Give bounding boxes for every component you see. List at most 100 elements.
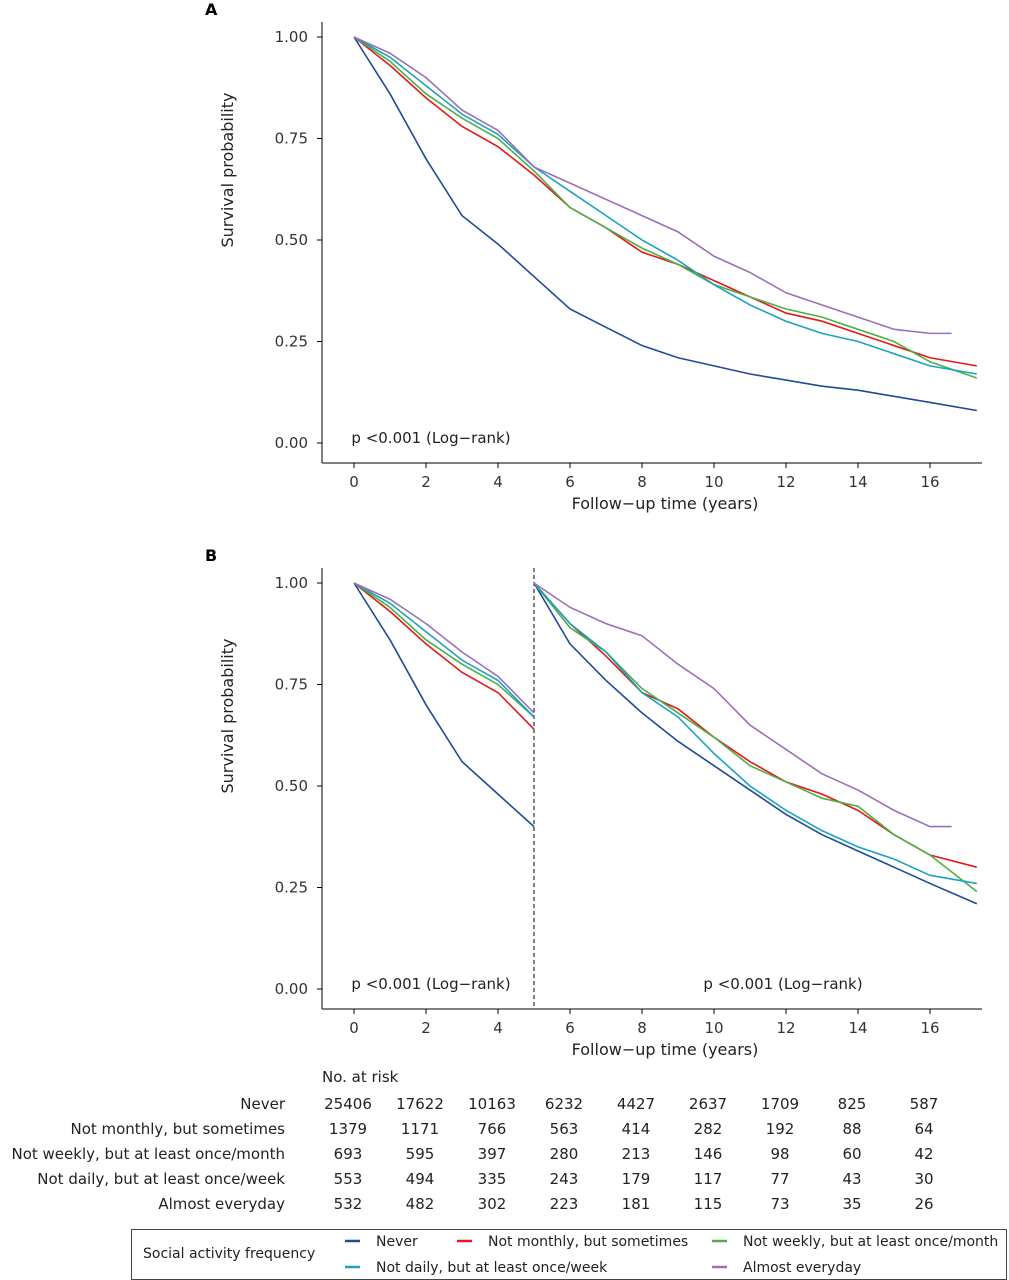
risk-count: 98 bbox=[770, 1145, 789, 1163]
x-tick-label: 16 bbox=[920, 473, 939, 491]
x-tick-label: 4 bbox=[493, 1019, 503, 1037]
risk-count: 30 bbox=[914, 1170, 933, 1188]
panel-a: A 0.00 0.25 0.50 0.75 1.00 0 2 4 6 8 10 12 14 16 Follow… bbox=[205, 0, 982, 513]
x-tick-label: 12 bbox=[776, 473, 795, 491]
y-tick-label: 1.00 bbox=[275, 28, 308, 46]
risk-count: 532 bbox=[334, 1195, 363, 1213]
risk-row-label: Not daily, but at least once/week bbox=[37, 1170, 285, 1188]
risk-count: 26 bbox=[914, 1195, 933, 1213]
legend-item-label: Never bbox=[376, 1234, 418, 1250]
legend-item-label: Almost everyday bbox=[743, 1260, 861, 1276]
risk-count: 43 bbox=[842, 1170, 861, 1188]
risk-count: 1709 bbox=[761, 1095, 799, 1113]
panel-label: B bbox=[205, 546, 217, 565]
x-tick-label: 16 bbox=[920, 1019, 939, 1037]
x-tick-label: 0 bbox=[349, 473, 359, 491]
legend-item-label: Not daily, but at least once/week bbox=[376, 1260, 608, 1276]
risk-count: 25406 bbox=[324, 1095, 372, 1113]
risk-count: 192 bbox=[766, 1120, 795, 1138]
survival-curve-never bbox=[353, 582, 978, 905]
risk-count: 117 bbox=[694, 1170, 723, 1188]
legend-item-label: Not monthly, but sometimes bbox=[488, 1234, 688, 1250]
x-axis-label: Follow−up time (years) bbox=[572, 1040, 759, 1059]
risk-count: 115 bbox=[694, 1195, 723, 1213]
risk-count: 179 bbox=[622, 1170, 651, 1188]
risk-count: 42 bbox=[914, 1145, 933, 1163]
risk-row-label: Almost everyday bbox=[158, 1195, 285, 1213]
y-tick-label: 0.50 bbox=[275, 231, 308, 249]
survival-curve-not-daily-but-at-least-once-week bbox=[353, 36, 977, 375]
y-tick-label: 0.50 bbox=[275, 777, 308, 795]
risk-count: 6232 bbox=[545, 1095, 583, 1113]
panel-label: A bbox=[205, 0, 218, 19]
risk-count: 17622 bbox=[396, 1095, 444, 1113]
risk-count: 563 bbox=[550, 1120, 579, 1138]
risk-count: 181 bbox=[622, 1195, 651, 1213]
risk-count: 587 bbox=[910, 1095, 939, 1113]
risk-count: 282 bbox=[694, 1120, 723, 1138]
risk-count: 766 bbox=[478, 1120, 507, 1138]
survival-curve-not-weekly-but-at-least-once-month bbox=[353, 36, 978, 379]
risk-row-label: Not monthly, but sometimes bbox=[70, 1120, 285, 1138]
risk-count: 223 bbox=[550, 1195, 579, 1213]
y-tick-label: 0.25 bbox=[275, 333, 308, 351]
x-tick-label: 4 bbox=[493, 473, 503, 491]
risk-count: 414 bbox=[622, 1120, 651, 1138]
survival-curve-almost-everyday bbox=[353, 582, 952, 828]
risk-count: 693 bbox=[334, 1145, 363, 1163]
risk-count: 302 bbox=[478, 1195, 507, 1213]
x-tick-label: 6 bbox=[565, 473, 575, 491]
survival-curve-never bbox=[353, 36, 977, 412]
y-tick-label: 0.25 bbox=[275, 879, 308, 897]
legend: Social activity frequency Never Not monthl… bbox=[131, 1229, 1007, 1280]
risk-count: 1171 bbox=[401, 1120, 439, 1138]
x-tick-label: 6 bbox=[565, 1019, 575, 1037]
risk-count: 1379 bbox=[329, 1120, 367, 1138]
risk-count: 88 bbox=[842, 1120, 861, 1138]
risk-count: 4427 bbox=[617, 1095, 655, 1113]
risk-count: 595 bbox=[406, 1145, 435, 1163]
risk-count: 553 bbox=[334, 1170, 363, 1188]
risk-count: 494 bbox=[406, 1170, 435, 1188]
risk-count: 243 bbox=[550, 1170, 579, 1188]
survival-curve-not-daily-but-at-least-once-week bbox=[353, 582, 977, 885]
risk-count: 825 bbox=[838, 1095, 867, 1113]
x-tick-label: 14 bbox=[848, 473, 867, 491]
legend-item-label: Not weekly, but at least once/month bbox=[743, 1234, 998, 1250]
x-axis-label: Follow−up time (years) bbox=[572, 494, 759, 513]
risk-count: 73 bbox=[770, 1195, 789, 1213]
y-axis-label: Survival probability bbox=[218, 639, 237, 794]
survival-curve-not-monthly-but-sometimes bbox=[353, 36, 977, 367]
x-tick-label: 10 bbox=[704, 473, 723, 491]
risk-row-label: Not weekly, but at least once/month bbox=[11, 1145, 285, 1163]
panel-b: B 0.00 0.25 0.50 0.75 1.00 0 2 4 6 8 10 12 14 16 Follow… bbox=[205, 546, 982, 1059]
legend-box bbox=[131, 1229, 1007, 1280]
x-tick-label: 8 bbox=[637, 1019, 647, 1037]
x-tick-label: 2 bbox=[421, 1019, 431, 1037]
y-tick-label: 0.75 bbox=[275, 130, 308, 148]
y-axis-label: Survival probability bbox=[218, 93, 237, 248]
y-tick-label: 0.00 bbox=[275, 434, 308, 452]
risk-count: 60 bbox=[842, 1145, 861, 1163]
x-tick-label: 10 bbox=[704, 1019, 723, 1037]
risk-count: 213 bbox=[622, 1145, 651, 1163]
risk-count: 397 bbox=[478, 1145, 507, 1163]
p-value-annotation: p <0.001 (Log−rank) bbox=[351, 975, 510, 993]
x-tick-label: 0 bbox=[349, 1019, 359, 1037]
y-tick-label: 0.75 bbox=[275, 676, 308, 694]
risk-count: 482 bbox=[406, 1195, 435, 1213]
x-tick-label: 8 bbox=[637, 473, 647, 491]
risk-count: 64 bbox=[914, 1120, 933, 1138]
risk-count: 280 bbox=[550, 1145, 579, 1163]
risk-table-title: No. at risk bbox=[322, 1068, 399, 1086]
risk-count: 10163 bbox=[468, 1095, 516, 1113]
x-tick-label: 14 bbox=[848, 1019, 867, 1037]
p-value-annotation: p <0.001 (Log−rank) bbox=[351, 429, 510, 447]
survival-curve-not-monthly-but-sometimes bbox=[353, 582, 978, 868]
x-tick-label: 2 bbox=[421, 473, 431, 491]
risk-row-label: Never bbox=[240, 1095, 286, 1113]
x-tick-label: 12 bbox=[776, 1019, 795, 1037]
risk-count: 335 bbox=[478, 1170, 507, 1188]
risk-count: 35 bbox=[842, 1195, 861, 1213]
